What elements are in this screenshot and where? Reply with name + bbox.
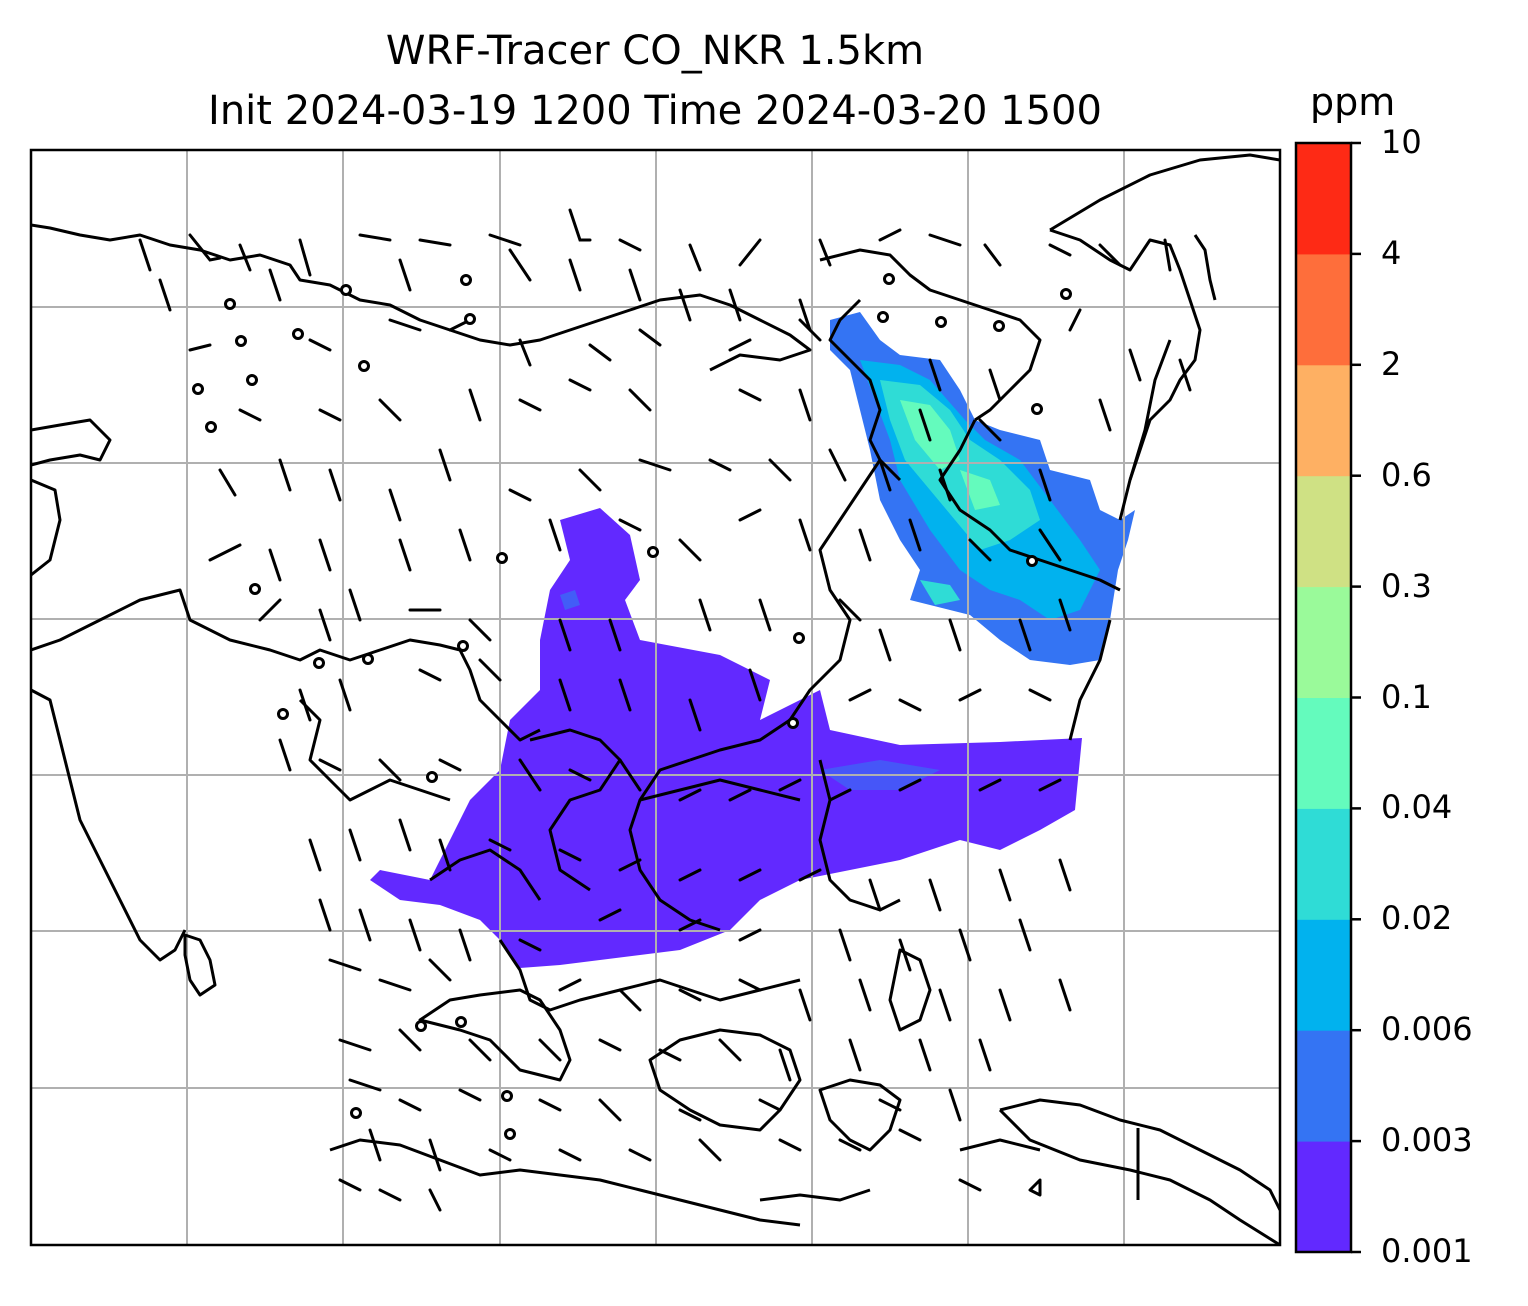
colorbar-segment	[1296, 1030, 1351, 1142]
map-frame	[29, 148, 1282, 1247]
map-title-line1: WRF-Tracer CO_NKR 1.5km	[385, 28, 925, 74]
colorbar-tick-label: 10	[1381, 123, 1422, 161]
wind-barbs	[138, 208, 1192, 1212]
colorbar-segment	[1296, 697, 1351, 809]
calm-wind-markers	[192, 273, 1072, 1140]
colorbar-tick-label: 0.006	[1381, 1010, 1473, 1049]
colorbar-tick-label: 4	[1381, 233, 1402, 272]
colorbar-segment	[1296, 143, 1351, 255]
colorbar-segment	[1296, 1141, 1351, 1253]
colorbar-tick-label: 0.003	[1381, 1121, 1473, 1160]
colorbar-tick-label: 2	[1381, 344, 1402, 383]
tracer-plume-south	[370, 508, 1082, 968]
colorbar-tick-label: 0.6	[1381, 455, 1432, 494]
map-gridlines	[31, 150, 1280, 1245]
tracer-plume-northeast	[830, 312, 1135, 665]
colorbar-segment	[1296, 364, 1351, 477]
colorbar	[1294, 141, 1361, 1254]
colorbar-segment	[1296, 475, 1351, 588]
colorbar-segment	[1296, 586, 1351, 698]
colorbar-tick-label: 0.04	[1381, 788, 1453, 827]
map-title-line2: Init 2024-03-19 1200 Time 2024-03-20 150…	[208, 88, 1102, 134]
colorbar-segment	[1296, 919, 1351, 1031]
colorbar-tick-label: 0.1	[1381, 677, 1432, 716]
colorbar-tick-label: 0.3	[1381, 566, 1432, 605]
colorbar-unit-label: ppm	[1310, 80, 1396, 124]
coastlines	[31, 153, 1280, 1245]
colorbar-tick-label: 0.02	[1381, 899, 1453, 938]
colorbar-segment	[1296, 253, 1351, 366]
colorbar-segment	[1296, 808, 1351, 920]
colorbar-tick-label: 0.001	[1381, 1232, 1473, 1270]
